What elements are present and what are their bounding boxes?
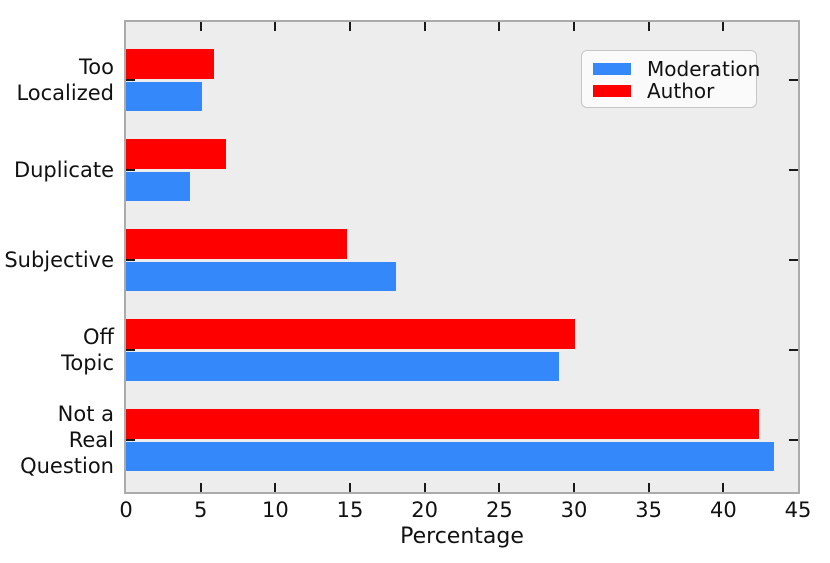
bar-author-not-a-real-question	[126, 409, 760, 439]
y-tick-label-subjective: Subjective	[4, 248, 114, 272]
x-tick-label-0: 0	[119, 498, 133, 522]
bar-moderation-subjective	[126, 262, 397, 291]
x-tick-label-35: 35	[635, 498, 663, 522]
bar-moderation-duplicate	[126, 172, 191, 201]
x-tick-label-15: 15	[336, 498, 364, 522]
x-tick-top-5	[199, 22, 202, 31]
y-tick-left-subjective	[126, 259, 135, 261]
x-tick-bottom-40	[722, 483, 725, 492]
legend-label-author: Author	[647, 79, 715, 103]
legend-box: Moderation Author	[581, 50, 760, 108]
y-tick-left-not-a-real-question	[126, 439, 135, 441]
bar-author-subjective	[126, 229, 347, 259]
x-tick-bottom-15	[349, 483, 351, 492]
y-tick-right-not-a-real-question	[789, 439, 798, 441]
legend-entry-moderation: Moderation	[592, 58, 760, 80]
x-tick-bottom-25	[498, 483, 501, 492]
bar-moderation-too-localized	[126, 82, 203, 111]
x-tick-bottom-35	[647, 483, 650, 492]
x-tick-label-25: 25	[485, 498, 513, 522]
x-tick-bottom-10	[274, 483, 277, 492]
x-axis-title: Percentage	[400, 524, 524, 549]
y-tick-left-too-localized	[126, 79, 135, 81]
x-tick-label-10: 10	[261, 498, 289, 522]
legend-entry-author: Author	[592, 80, 746, 102]
x-tick-label-30: 30	[560, 498, 588, 522]
x-tick-label-20: 20	[411, 498, 439, 522]
x-tick-top-35	[647, 22, 650, 31]
x-tick-top-30	[573, 22, 575, 31]
legend-swatch-author	[593, 85, 631, 97]
x-tick-label-45: 45	[784, 498, 812, 522]
y-tick-label-too-localized: Too Localized	[16, 55, 114, 105]
x-tick-label-40: 40	[709, 498, 737, 522]
y-tick-left-off-topic	[126, 349, 135, 351]
bar-author-off-topic	[126, 319, 576, 349]
y-tick-label-off-topic: Off Topic	[61, 325, 114, 375]
x-tick-top-20	[423, 22, 426, 31]
chart-inner	[126, 22, 798, 492]
y-tick-label-duplicate: Duplicate	[13, 158, 114, 182]
legend-label-moderation: Moderation	[647, 57, 761, 81]
bar-moderation-off-topic	[126, 352, 560, 381]
y-tick-label-not-a-real-question: Not a Real Question	[20, 402, 114, 478]
x-tick-top-15	[349, 22, 351, 31]
y-tick-right-too-localized	[789, 79, 798, 81]
x-tick-top-25	[498, 22, 501, 31]
legend-swatch-moderation	[593, 63, 631, 75]
bar-author-duplicate	[126, 139, 227, 169]
bar-moderation-not-a-real-question	[126, 442, 775, 471]
x-tick-bottom-20	[423, 483, 426, 492]
y-tick-right-duplicate	[789, 169, 798, 171]
y-tick-left-duplicate	[126, 169, 135, 171]
x-tick-bottom-5	[199, 483, 202, 492]
x-tick-label-5: 5	[193, 498, 208, 522]
x-tick-top-10	[274, 22, 277, 31]
x-tick-top-40	[722, 22, 725, 31]
x-tick-bottom-30	[573, 483, 575, 492]
bar-author-too-localized	[126, 49, 215, 79]
y-tick-right-off-topic	[789, 349, 798, 351]
y-tick-right-subjective	[789, 259, 798, 261]
